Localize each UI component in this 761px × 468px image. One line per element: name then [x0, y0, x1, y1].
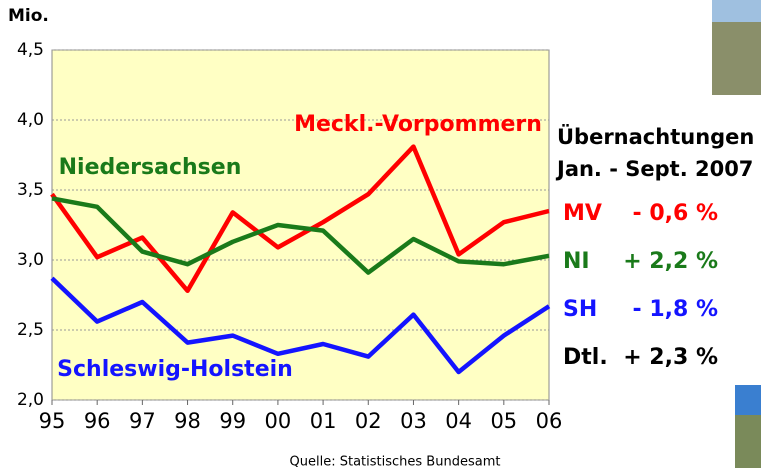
x-tick-label: 02	[355, 409, 382, 433]
unit-label: Mio.	[8, 6, 49, 26]
summary-title: Übernachtungen	[557, 124, 754, 149]
x-tick-label: 96	[84, 409, 111, 433]
summary-label: MV	[563, 201, 602, 226]
x-tick-label: 97	[129, 409, 156, 433]
x-tick-label: 99	[219, 409, 246, 433]
x-tick-label: 04	[445, 409, 472, 433]
y-tick-label: 3,5	[17, 180, 44, 200]
series-label: Schleswig-Holstein	[57, 357, 293, 382]
y-tick-label: 4,0	[17, 110, 44, 130]
summary-label: Dtl.	[563, 345, 608, 370]
source: Quelle: Statistisches Bundesamt	[290, 455, 501, 468]
series-label: Meckl.-Vorpommern	[294, 112, 542, 137]
x-tick-label: 03	[400, 409, 427, 433]
summary-value: + 2,2 %	[623, 249, 718, 274]
page: Mio. Quelle: Statistisches Bundesamt 2,0…	[0, 0, 761, 468]
y-tick-label: 4,5	[17, 40, 44, 60]
series-label: Niedersachsen	[59, 155, 242, 180]
y-tick-label: 2,0	[17, 390, 44, 410]
y-tick-label: 2,5	[17, 320, 44, 340]
y-tick-label: 3,0	[17, 250, 44, 270]
photo-sky	[712, 0, 761, 22]
x-tick-label: 05	[490, 409, 517, 433]
chart: Mio. Quelle: Statistisches Bundesamt 2,0…	[0, 0, 761, 468]
x-tick-label: 98	[174, 409, 201, 433]
summary-value: - 1,8 %	[633, 297, 718, 322]
summary-label: NI	[563, 249, 590, 274]
x-tick-label: 95	[39, 409, 66, 433]
photo-sky	[735, 385, 761, 415]
x-tick-label: 00	[265, 409, 292, 433]
summary-value: + 2,3 %	[623, 345, 718, 370]
x-tick-label: 01	[310, 409, 337, 433]
x-tick-label: 06	[536, 409, 563, 433]
summary-label: SH	[563, 297, 597, 322]
summary-title: Jan. - Sept. 2007	[555, 157, 753, 181]
summary-value: - 0,6 %	[633, 201, 718, 226]
